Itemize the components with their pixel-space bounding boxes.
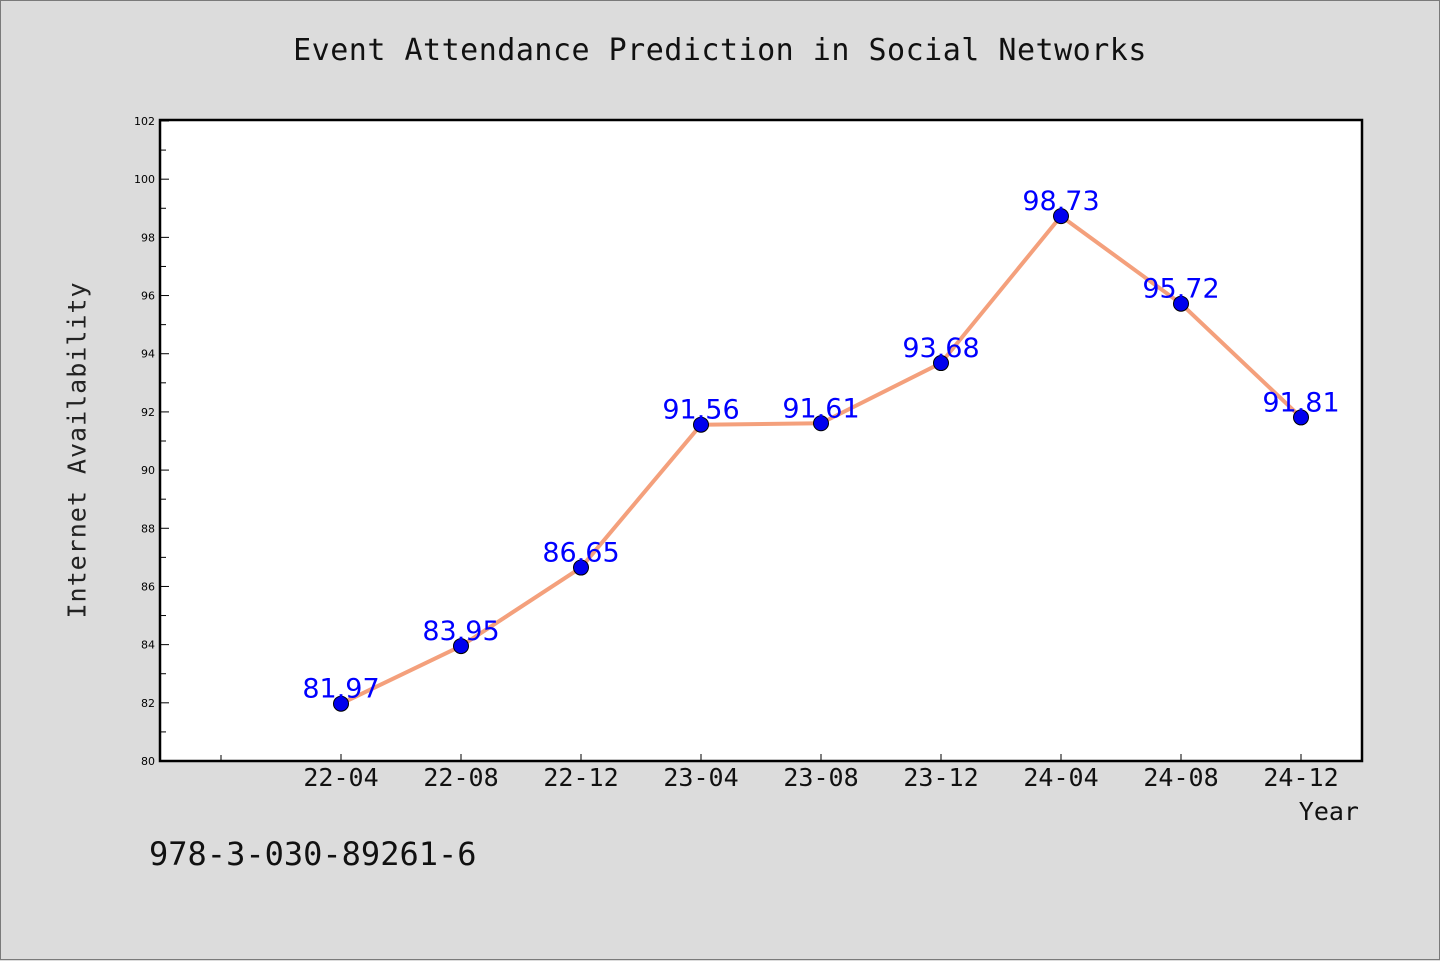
- x-axis-label: Year: [1298, 797, 1359, 826]
- x-tick-label: 22-04: [303, 763, 378, 792]
- data-label: 98.73: [1022, 186, 1099, 217]
- y-tick-label: 92: [141, 406, 155, 419]
- data-label: 91.61: [782, 393, 859, 424]
- y-tick-label: 84: [141, 639, 155, 652]
- y-tick-label: 100: [134, 173, 155, 186]
- y-tick-label: 86: [141, 580, 155, 593]
- y-tick-label: 88: [141, 522, 155, 535]
- data-point: [1173, 295, 1189, 312]
- data-label: 86.65: [542, 538, 619, 569]
- data-label-layer: 81.97 83.95 86.65 91.56 91.61 93.68 98.73 95.72…: [302, 186, 1339, 705]
- x-tick-label: 24-12: [1263, 763, 1338, 792]
- data-point: [573, 559, 589, 576]
- series-layer: [333, 208, 1309, 712]
- x-tick-label: 22-08: [423, 763, 498, 792]
- y-tick-label: 80: [141, 755, 155, 768]
- isbn-code: 978-3-030-89261-6: [149, 835, 477, 873]
- data-label: 91.56: [662, 395, 739, 426]
- x-axis-ticks: 22-04 22-08 22-12 23-04 23-08 23-12 24-04 24-08…: [220, 754, 1339, 792]
- x-tick-label: 23-12: [903, 763, 978, 792]
- data-label: 93.68: [902, 333, 979, 364]
- y-tick-label: 90: [141, 464, 155, 477]
- data-point: [693, 416, 709, 433]
- data-point: [1053, 208, 1069, 225]
- y-tick-label: 102: [134, 115, 155, 128]
- x-tick-label: 23-04: [663, 763, 738, 792]
- data-point: [1293, 409, 1309, 426]
- y-tick-label: 82: [141, 697, 155, 710]
- y-tick-label: 96: [141, 290, 155, 303]
- chart-title: Event Attendance Prediction in Social Ne…: [293, 33, 1147, 68]
- data-label: 95.72: [1142, 274, 1219, 305]
- data-point: [813, 415, 829, 432]
- x-tick-label: 24-08: [1143, 763, 1218, 792]
- data-label: 83.95: [422, 616, 499, 647]
- data-point: [453, 638, 469, 655]
- x-tick-label: 24-04: [1023, 763, 1098, 792]
- data-point: [333, 695, 349, 712]
- data-point: [933, 355, 949, 372]
- data-label: 91.81: [1262, 387, 1339, 418]
- plot-area: [158, 118, 1364, 763]
- x-tick-label: 22-12: [543, 763, 618, 792]
- y-tick-label: 98: [141, 231, 155, 244]
- data-label: 81.97: [302, 674, 379, 705]
- y-axis-ticks: 80 82 84 86 88 90 92 94 96 98 100 102: [134, 115, 169, 768]
- x-tick-label: 23-08: [783, 763, 858, 792]
- y-tick-label: 94: [141, 348, 155, 361]
